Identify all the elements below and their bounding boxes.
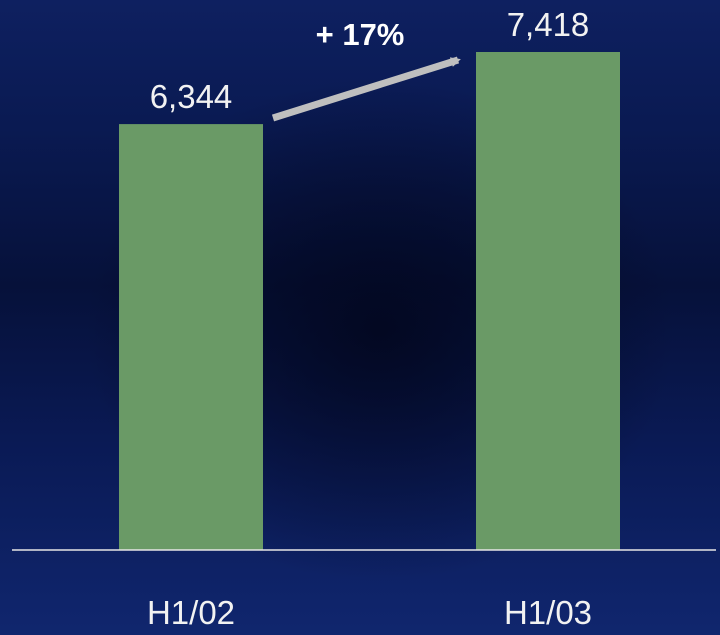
category-tick-label: H1/03 bbox=[504, 594, 592, 631]
bar-value-label: 7,418 bbox=[507, 6, 590, 43]
bar-value-label: 6,344 bbox=[150, 78, 233, 115]
labels-layer: 6,344 H1/02 7,418 H1/03 bbox=[147, 6, 592, 631]
bar-h1-02 bbox=[119, 124, 263, 550]
category-tick-label: H1/02 bbox=[147, 594, 235, 631]
growth-arrow-icon bbox=[271, 56, 461, 122]
growth-annotation: + 17% bbox=[271, 17, 461, 122]
bar-h1-03 bbox=[476, 52, 620, 550]
growth-percentage-label: + 17% bbox=[316, 17, 405, 52]
bars-layer bbox=[119, 52, 620, 550]
